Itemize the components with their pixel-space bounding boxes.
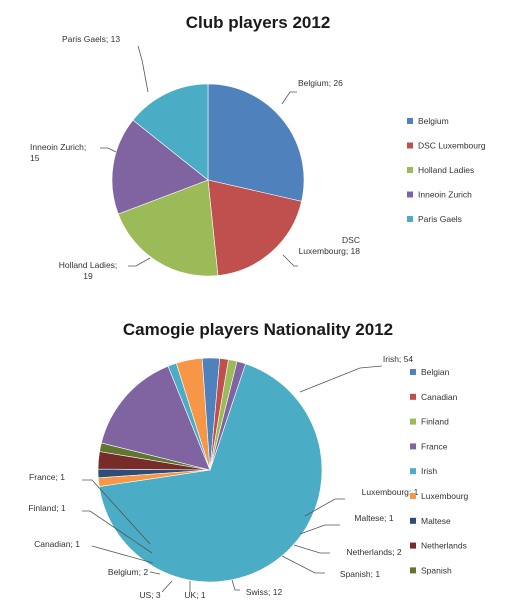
club-leader-paris-gaels [137, 45, 149, 93]
nationality-label-us: US; 3 [139, 590, 161, 600]
nationality-leader-swiss [231, 579, 240, 591]
nationality-legend-label-france: France [421, 441, 448, 451]
pie-slice-swiss [100, 365, 211, 471]
nationality-label-luxembourg: Luxembourg; 1 [362, 487, 419, 497]
club-label-paris-gaels: Paris Gaels; 13 [62, 34, 120, 44]
pie-slice-irish [98, 363, 323, 583]
nationality-leader-finland [82, 510, 153, 554]
club-leader-lines [100, 45, 298, 267]
club-chart-title: Club players 2012 [186, 13, 331, 32]
pie-slice-france [209, 360, 246, 471]
nationality-data-labels: Irish; 54 Luxembourg; 1 Maltese; 1 Netherla… [28, 354, 418, 600]
nationality-leader-netherlands [293, 544, 330, 554]
club-pie [111, 83, 305, 277]
nationality-label-netherlands: Netherlands; 2 [346, 547, 402, 557]
nationality-label-belgium: Belgium; 2 [108, 567, 148, 577]
nationality-label-uk: UK; 1 [184, 590, 206, 600]
pie-slice-paris-gaels [132, 83, 209, 181]
club-legend-label-dsc-luxembourg: DSC Luxembourg [418, 141, 486, 151]
nationality-legend-swatch-netherlands [410, 542, 416, 549]
club-legend-label-inneoin-zurich: Inneoin Zurich [418, 190, 472, 200]
nationality-leader-belgium [149, 571, 161, 575]
nationality-leader-luxembourg [304, 498, 345, 517]
nationality-legend-label-luxembourg: Luxembourg [421, 491, 469, 501]
club-legend-label-holland-ladies: Holland Ladies [418, 165, 474, 175]
nationality-legend-label-netherlands: Netherlands [421, 541, 467, 551]
club-data-labels: Belgium; 26 DSC Luxembourg; 18 Holland Ladi… [30, 34, 360, 281]
nationality-leader-maltese [299, 524, 340, 535]
nationality-label-irish: Irish; 54 [383, 354, 414, 364]
nationality-label-maltese: Maltese; 1 [354, 513, 393, 523]
club-players-chart: Club players 2012 Belgium; 26 DSC Luxembou… [30, 13, 486, 281]
club-legend: Belgium DSC Luxembourg Holland Ladies Inneo… [407, 116, 486, 224]
club-label-holland-ladies: Holland Ladies; 19 [59, 260, 118, 281]
club-label-dsc-luxembourg: DSC Luxembourg; 18 [299, 235, 361, 256]
club-label-inneoin-zurich: Inneoin Zurich; 15 [30, 142, 86, 163]
club-label-belgium: Belgium; 26 [298, 78, 343, 88]
pie-slice-dsc-luxembourg [207, 179, 302, 276]
nationality-pie [97, 357, 323, 583]
nationality-leader-us [161, 580, 173, 593]
club-legend-label-belgium: Belgium [418, 116, 449, 126]
club-legend-swatch-belgium [407, 118, 413, 124]
nationality-label-swiss: Swiss; 12 [246, 587, 283, 597]
nationality-legend-swatch-spanish [410, 567, 416, 574]
nationality-label-finland: Finland; 1 [28, 503, 66, 513]
nationality-legend: Belgian Canadian Finland France Irish Luxembo… [410, 367, 469, 575]
pie-slice-belgium [207, 83, 305, 202]
nationality-leader-lines [82, 365, 383, 593]
club-legend-swatch-holland-ladies [407, 167, 413, 173]
nationality-label-france: France; 1 [29, 472, 65, 482]
club-leader-dsc-luxembourg [282, 254, 298, 267]
nationality-leader-canadian [91, 545, 154, 564]
nationality-legend-swatch-belgian [410, 369, 416, 375]
nationality-leader-irish [299, 365, 383, 393]
nationality-legend-swatch-france [410, 443, 416, 450]
nationality-label-spanish: Spanish; 1 [340, 569, 380, 579]
nationality-leader-france [82, 479, 151, 545]
nationality-legend-label-canadian: Canadian [421, 392, 458, 402]
nationality-legend-label-spanish: Spanish [421, 565, 452, 575]
pie-slice-holland-ladies [117, 179, 219, 277]
nationality-legend-label-belgian: Belgian [421, 367, 450, 377]
nationality-legend-swatch-canadian [410, 393, 416, 400]
nationality-label-canadian: Canadian; 1 [34, 539, 80, 549]
club-leader-holland-ladies [128, 257, 151, 267]
nationality-legend-label-maltese: Maltese [421, 516, 451, 526]
nationality-leader-spanish [281, 555, 325, 574]
nationality-legend-label-finland: Finland [421, 417, 449, 427]
nationality-legend-swatch-luxembourg [410, 493, 416, 499]
pie-slice-inneoin-zurich [111, 119, 209, 215]
club-legend-swatch-dsc-luxembourg [407, 142, 413, 149]
nationality-legend-swatch-maltese [410, 517, 416, 524]
nationality-legend-label-irish: Irish [421, 466, 437, 476]
nationality-legend-swatch-finland [410, 418, 416, 425]
nationality-legend-swatch-irish [410, 468, 416, 475]
club-legend-swatch-inneoin-zurich [407, 191, 413, 198]
club-leader-belgium [281, 91, 297, 105]
nationality-chart-title: Camogie players Nationality 2012 [123, 320, 393, 339]
club-legend-label-paris-gaels: Paris Gaels [418, 214, 462, 224]
club-legend-swatch-paris-gaels [407, 216, 413, 222]
club-leader-inneoin-zurich [100, 147, 117, 153]
nationality-chart: Camogie players Nationality 2012 Irish; … [28, 320, 468, 600]
